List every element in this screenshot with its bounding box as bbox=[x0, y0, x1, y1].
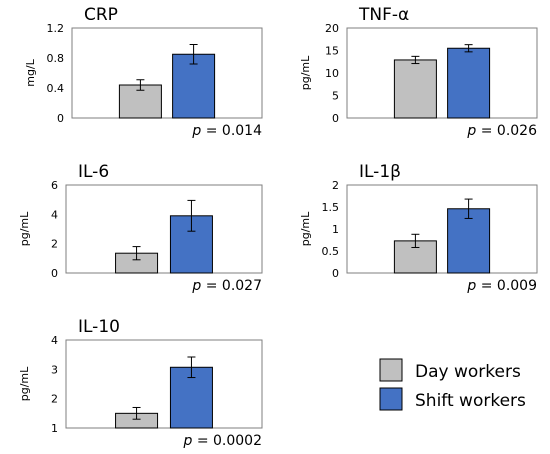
il10-p-text: = 0.0002 bbox=[192, 433, 262, 449]
il6-ytick: 2 bbox=[51, 238, 58, 251]
il10-p-value: p = 0.0002 bbox=[182, 433, 262, 449]
tnf-p-symbol: p bbox=[466, 123, 476, 139]
il1b-ytick: 1.5 bbox=[322, 201, 340, 214]
crp-errorbar-day bbox=[136, 79, 145, 91]
tnf-title: TNF-α bbox=[358, 5, 409, 25]
tnf-ytick: 20 bbox=[325, 22, 339, 35]
il10-errorbar-shift bbox=[187, 356, 196, 379]
il6-title: IL-6 bbox=[78, 162, 109, 182]
legend-label-day: Day workers bbox=[415, 362, 521, 382]
il1b-p-value: p = 0.009 bbox=[466, 278, 537, 294]
il1b-errorbar-day bbox=[411, 233, 420, 248]
il1b-ytick: 1 bbox=[332, 223, 339, 236]
il6-ytick: 4 bbox=[51, 208, 58, 221]
il1b-plot-frame bbox=[346, 184, 538, 274]
tnf-ytick: 10 bbox=[325, 67, 339, 80]
il1b-ytick: 2 bbox=[332, 179, 339, 192]
il10-plot-frame bbox=[65, 339, 263, 429]
il10-errorbar-day bbox=[132, 406, 141, 420]
crp-ytick: 0.4 bbox=[47, 82, 65, 95]
crp-plot-frame bbox=[71, 27, 263, 119]
crp-panel: CRP 0 0.4 0.8 1.2 mg/L p = 0.014 bbox=[24, 5, 263, 139]
il1b-ytick: 0.5 bbox=[322, 245, 340, 258]
crp-ytick: 0 bbox=[57, 112, 64, 125]
legend-swatch-shift bbox=[379, 387, 403, 411]
crp-ytick: 0.8 bbox=[47, 52, 65, 65]
crp-ylabel: mg/L bbox=[24, 58, 37, 86]
il6-plot-frame bbox=[65, 184, 263, 274]
tnf-ytick: 15 bbox=[325, 45, 339, 58]
il6-p-symbol: p bbox=[191, 278, 201, 294]
il1b-p-symbol: p bbox=[466, 278, 476, 294]
tnf-ylabel: pg/mL bbox=[299, 55, 312, 90]
il1b-panel: IL-1β 0 0.5 1 1.5 2 pg/mL p = 0.009 bbox=[299, 162, 538, 294]
il10-title: IL-10 bbox=[78, 317, 120, 337]
il6-panel: IL-6 0 2 4 6 pg/mL p = 0.027 bbox=[18, 162, 263, 294]
tnf-ytick: 5 bbox=[332, 90, 339, 103]
il1b-ytick: 0 bbox=[332, 267, 339, 280]
crp-ytick: 1.2 bbox=[47, 22, 65, 35]
il6-p-text: = 0.027 bbox=[201, 278, 262, 294]
crp-p-value: p = 0.014 bbox=[191, 123, 262, 139]
il10-panel: IL-10 1 2 3 4 pg/mL p = 0.0002 bbox=[18, 317, 263, 449]
il6-errorbar-day bbox=[132, 246, 141, 261]
il10-ylabel: pg/mL bbox=[18, 366, 31, 401]
il1b-errorbar-shift bbox=[464, 198, 473, 219]
il6-ytick: 6 bbox=[51, 179, 58, 192]
tnf-bar-shift bbox=[447, 47, 491, 119]
tnf-errorbar-shift bbox=[464, 44, 473, 53]
il6-ylabel: pg/mL bbox=[18, 211, 31, 246]
tnf-plot-frame bbox=[346, 27, 538, 119]
crp-errorbar-shift bbox=[189, 44, 198, 65]
tnf-p-value: p = 0.026 bbox=[466, 123, 537, 139]
legend: Day workers Shift workers bbox=[379, 358, 526, 411]
tnf-errorbar-day bbox=[411, 55, 420, 65]
tnf-bar-day bbox=[393, 59, 437, 119]
il1b-ylabel: pg/mL bbox=[299, 211, 312, 246]
legend-label-shift: Shift workers bbox=[415, 391, 526, 411]
il1b-title: IL-1β bbox=[359, 162, 401, 182]
il10-p-symbol: p bbox=[182, 433, 192, 449]
crp-p-text: = 0.014 bbox=[201, 123, 262, 139]
tnf-ytick: 0 bbox=[332, 112, 339, 125]
il6-errorbar-shift bbox=[187, 199, 196, 232]
crp-p-symbol: p bbox=[191, 123, 201, 139]
il6-ytick: 0 bbox=[51, 267, 58, 280]
crp-title: CRP bbox=[84, 5, 118, 25]
il10-ytick: 1 bbox=[51, 422, 58, 435]
il1b-p-text: = 0.009 bbox=[476, 278, 537, 294]
legend-swatch-day bbox=[379, 358, 403, 382]
il10-ytick: 3 bbox=[51, 363, 58, 376]
il10-ytick: 4 bbox=[51, 334, 58, 347]
il10-ytick: 2 bbox=[51, 393, 58, 406]
tnf-p-text: = 0.026 bbox=[476, 123, 537, 139]
il6-p-value: p = 0.027 bbox=[191, 278, 262, 294]
tnf-panel: TNF-α 0 5 10 15 20 pg/mL p = 0.026 bbox=[299, 5, 538, 139]
